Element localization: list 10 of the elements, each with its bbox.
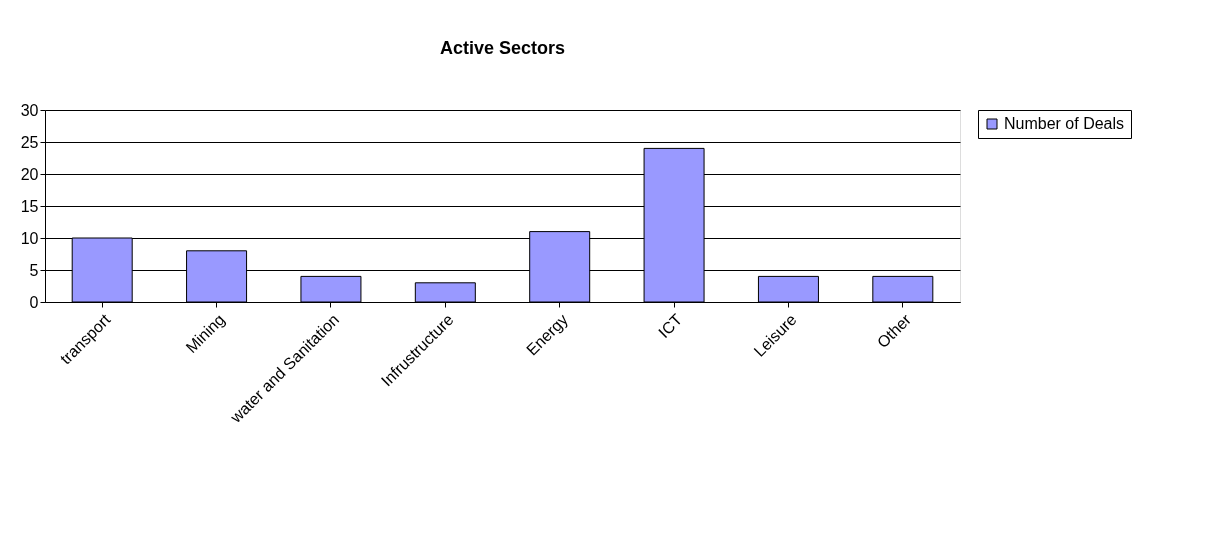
y-tick-label: 30 xyxy=(20,101,39,119)
y-tick-label: 10 xyxy=(20,229,39,247)
y-tick-label: 25 xyxy=(20,133,39,151)
y-tick-label: 0 xyxy=(29,293,39,311)
y-tick-label: 5 xyxy=(29,261,39,279)
y-tick-label: 20 xyxy=(20,165,39,183)
y-tick-label: 15 xyxy=(20,197,39,215)
legend-label: Number of Deals xyxy=(1004,115,1125,132)
x-tick-label: ICT xyxy=(655,310,686,342)
chart-title: Active Sectors xyxy=(439,38,566,58)
